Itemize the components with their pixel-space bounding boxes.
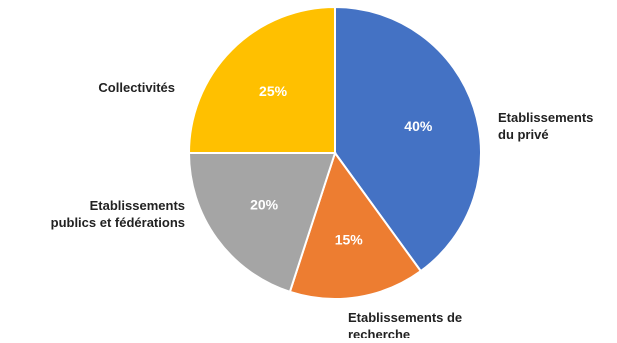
pie-category-label-3: Etablissements publics et fédérations — [51, 198, 185, 230]
pie-value-label-3: 20% — [250, 196, 279, 212]
pie-category-label-2: Etablissements de recherche — [348, 310, 462, 338]
pie-slice-4 — [187, 5, 336, 154]
pie-slice-1 — [334, 5, 482, 273]
pie-category-label-4: Collectivités — [98, 80, 175, 95]
pie-slice-3 — [187, 152, 337, 294]
pie-category-label-1: Etablissements du privé — [498, 110, 593, 142]
pie-value-label-1: 40% — [404, 118, 433, 134]
pie-value-label-4: 25% — [259, 83, 288, 99]
pie-value-label-2: 15% — [335, 232, 364, 248]
pie-slice-2 — [288, 150, 423, 300]
